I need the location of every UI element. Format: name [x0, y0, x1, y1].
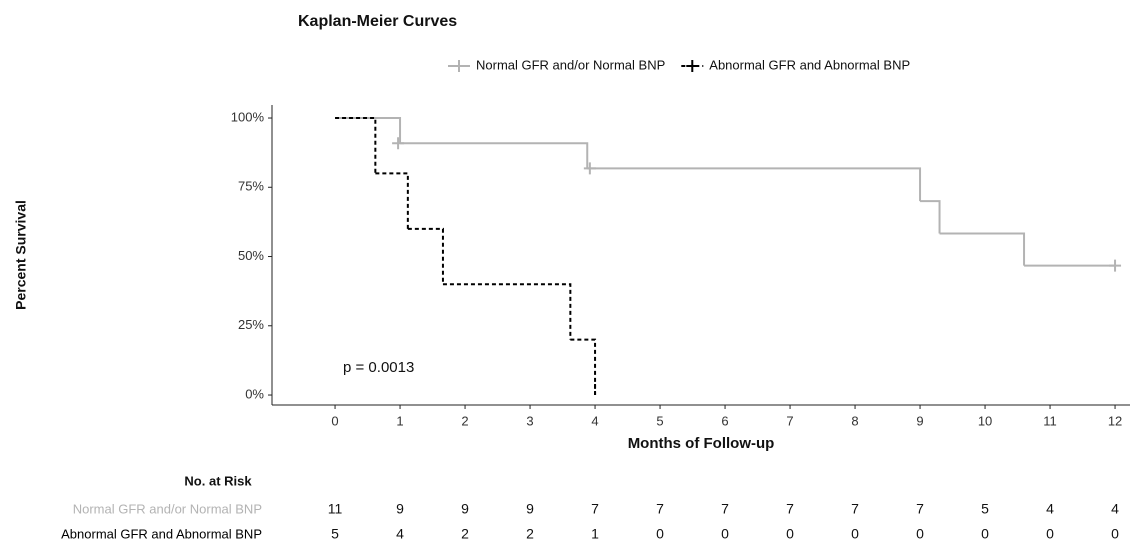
x-tick-label: 5 [656, 413, 663, 428]
risk-count: 0 [851, 526, 859, 541]
x-tick-label: 9 [916, 413, 923, 428]
risk-count: 9 [526, 501, 534, 517]
legend-label: Normal GFR and/or Normal BNP [476, 57, 665, 72]
x-tick-label: 10 [978, 413, 992, 428]
y-tick-label: 100% [231, 109, 265, 124]
censor-mark [583, 162, 596, 175]
survival-step [407, 227, 444, 285]
y-tick-label: 0% [245, 386, 264, 401]
risk-count: 9 [461, 501, 469, 517]
risk-count: 7 [916, 501, 924, 517]
risk-count: 7 [656, 501, 664, 517]
x-tick-label: 6 [721, 413, 728, 428]
x-axis-label: Months of Follow-up [628, 435, 775, 452]
legend-label: Abnormal GFR and Abnormal BNP [709, 57, 910, 72]
survival-step [335, 117, 377, 174]
y-tick-label: 25% [238, 317, 264, 332]
risk-count: 0 [1111, 526, 1119, 541]
x-tick-label: 8 [851, 413, 858, 428]
risk-count: 0 [1046, 526, 1054, 541]
survival-step [400, 142, 589, 169]
p-value: p = 0.0013 [343, 359, 414, 376]
chart-title: Kaplan-Meier Curves [298, 13, 457, 30]
x-tick-label: 12 [1108, 413, 1122, 428]
risk-count: 2 [461, 526, 469, 541]
y-tick-label: 50% [238, 248, 264, 263]
risk-table-title: No. at Risk [184, 473, 252, 488]
legend-cross [453, 60, 465, 72]
risk-count: 11 [328, 501, 343, 517]
survival-step [335, 117, 402, 144]
risk-count: 4 [1111, 501, 1119, 517]
x-tick-label: 3 [526, 413, 533, 428]
y-tick-label: 75% [238, 179, 264, 194]
risk-count: 2 [526, 526, 534, 541]
x-tick-label: 7 [786, 413, 793, 428]
survival-step [920, 200, 941, 234]
survival-step [570, 338, 597, 396]
x-tick-label: 2 [461, 413, 468, 428]
survival-step [442, 283, 572, 340]
risk-row-label: Abnormal GFR and Abnormal BNP [61, 526, 262, 541]
risk-count: 4 [1046, 501, 1054, 517]
risk-count: 1 [591, 526, 599, 541]
risk-count: 0 [786, 526, 794, 541]
risk-count: 0 [656, 526, 664, 541]
x-tick-label: 4 [591, 413, 598, 428]
legend-cross [686, 60, 699, 72]
survival-step [587, 167, 922, 202]
risk-count: 7 [721, 501, 729, 517]
risk-count: 0 [721, 526, 729, 541]
risk-count: 9 [396, 501, 404, 517]
x-tick-label: 1 [396, 413, 403, 428]
risk-count: 7 [591, 501, 599, 517]
y-axis-label: Percent Survival [13, 200, 29, 310]
survival-step [375, 172, 409, 229]
risk-row-label: Normal GFR and/or Normal BNP [73, 501, 262, 516]
survival-step [939, 232, 1026, 266]
censor-mark [392, 137, 405, 150]
risk-count: 7 [851, 501, 859, 517]
risk-count: 4 [396, 526, 404, 541]
censor-mark [1109, 259, 1122, 272]
x-tick-label: 0 [331, 413, 338, 428]
risk-count: 0 [916, 526, 924, 541]
risk-count: 5 [981, 501, 989, 517]
risk-count: 5 [331, 526, 339, 541]
risk-count: 0 [981, 526, 989, 541]
risk-count: 7 [786, 501, 794, 517]
x-tick-label: 11 [1043, 413, 1057, 428]
